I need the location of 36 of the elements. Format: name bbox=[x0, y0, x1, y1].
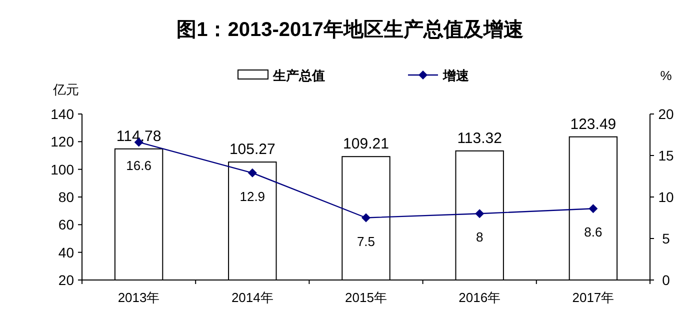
y2-tick-label: 5 bbox=[662, 230, 670, 246]
data-label: 8 bbox=[476, 230, 484, 245]
point bbox=[362, 213, 370, 222]
x-tick-label: 2015年 bbox=[345, 290, 387, 305]
chart-title: 图1：2013-2017年地区生产总值及增速 bbox=[176, 18, 524, 41]
x-tick-label: 2013年 bbox=[118, 290, 160, 305]
data-label: 12.9 bbox=[240, 188, 266, 204]
x-tick-label: 2016年 bbox=[458, 290, 501, 305]
y2-tick-label: 0 bbox=[662, 272, 670, 288]
y-tick-label: 20 bbox=[58, 272, 74, 288]
x-tick-label: 2014年 bbox=[231, 290, 274, 305]
legend-label: 生产总值 bbox=[272, 68, 325, 83]
y-tick-label: 140 bbox=[50, 106, 74, 122]
y-tick-label: 80 bbox=[58, 189, 74, 205]
point bbox=[588, 204, 598, 214]
point bbox=[475, 209, 484, 218]
y-axis-title: 亿元 bbox=[52, 82, 79, 97]
x-tick-label: 2017年 bbox=[572, 290, 614, 305]
legend-label: 增速 bbox=[442, 68, 470, 83]
data-label: 8.6 bbox=[584, 224, 602, 240]
y-tick-label: 60 bbox=[58, 216, 74, 233]
point bbox=[248, 168, 257, 178]
data-label: 7.5 bbox=[356, 234, 376, 249]
y2-tick-label: 10 bbox=[658, 189, 674, 205]
y2-tick-label: 20 bbox=[658, 106, 674, 122]
data-label: 123.49 bbox=[570, 116, 616, 133]
y-tick-label: 120 bbox=[50, 134, 74, 150]
y2-axis-title: % bbox=[660, 68, 672, 83]
data-label: 109.21 bbox=[343, 136, 389, 153]
data-label: 113.32 bbox=[457, 130, 502, 147]
y-tick-label: 40 bbox=[58, 244, 74, 260]
data-label: 105.27 bbox=[229, 141, 276, 158]
data-label: 16.6 bbox=[126, 158, 152, 174]
y-tick-label: 100 bbox=[50, 161, 74, 178]
data-label: 114.78 bbox=[116, 128, 162, 145]
y2-tick-label: 15 bbox=[658, 148, 674, 164]
